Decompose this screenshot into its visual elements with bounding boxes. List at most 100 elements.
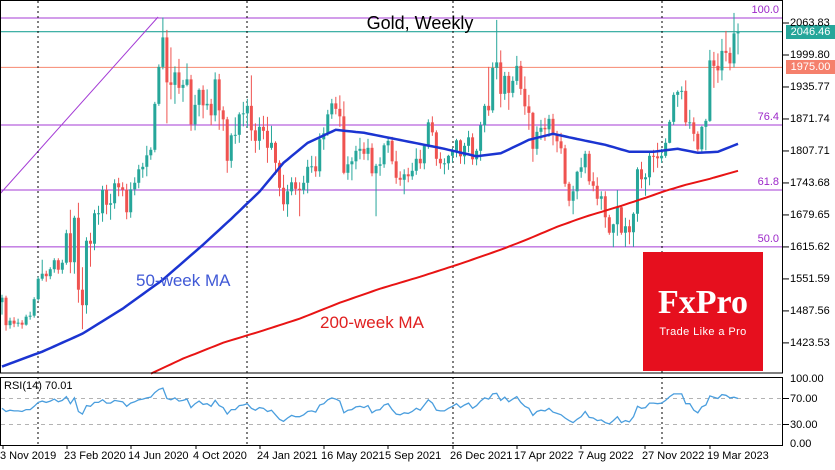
time-tick-label: 5 Sep 2021	[385, 450, 442, 462]
candle-body	[84, 240, 88, 306]
candle-body	[378, 164, 382, 166]
candle-body	[221, 110, 225, 120]
candle-body	[117, 183, 121, 188]
candle-body	[185, 79, 189, 85]
candle-body	[438, 158, 442, 164]
candle-body	[442, 163, 446, 165]
candle-body	[563, 148, 567, 184]
candle-body	[567, 183, 571, 201]
candle-body	[627, 226, 631, 233]
candle-body	[4, 297, 8, 326]
candle-body	[688, 122, 692, 124]
candle-body	[177, 72, 181, 88]
candle-body	[157, 66, 161, 104]
price-tick-label: 1615.62	[790, 240, 830, 253]
candle-body	[20, 322, 24, 325]
ma50-line[interactable]	[1, 128, 739, 368]
candle-body	[535, 131, 539, 149]
candle-body	[390, 140, 394, 162]
price-tick-label: 1551.59	[790, 272, 830, 285]
candle-body	[290, 182, 294, 192]
candle-body	[105, 189, 109, 205]
candle-body	[273, 142, 277, 163]
candle-body	[286, 191, 290, 205]
price-tick-label: 1807.71	[790, 144, 830, 157]
candle-body	[241, 113, 245, 115]
candle-body	[571, 191, 575, 201]
candle-body	[225, 119, 229, 161]
candle-body	[398, 177, 402, 180]
candle-body	[93, 213, 97, 244]
trendline[interactable]	[0, 16, 159, 195]
candle-body	[708, 60, 712, 121]
candle-body	[265, 130, 269, 148]
candle-body	[623, 226, 627, 233]
time-tick-label: 17 Apr 2022	[514, 450, 574, 462]
candle-body	[410, 170, 414, 177]
candle-body	[547, 118, 551, 130]
candle-body	[406, 174, 410, 177]
candle-body	[16, 322, 20, 324]
candle-body	[370, 147, 374, 174]
candle-body	[668, 121, 672, 143]
candle-body	[471, 137, 475, 160]
candle-body	[463, 145, 467, 157]
candle-body	[487, 105, 491, 111]
candle-body	[507, 75, 511, 93]
candle-body	[48, 269, 52, 277]
alert-price-tag: 1975.00	[786, 60, 835, 75]
candle-body	[237, 114, 241, 135]
candle-body	[298, 188, 302, 191]
candle-body	[213, 79, 217, 116]
candle-body	[615, 207, 619, 225]
candle-body	[205, 103, 209, 106]
candle-body	[652, 155, 656, 157]
candle-body	[587, 153, 591, 182]
candle-body	[302, 182, 306, 191]
candle-body	[101, 189, 105, 214]
brand-tagline: Trade Like a Pro	[659, 325, 747, 338]
candle-body	[161, 37, 165, 67]
candle-body	[318, 139, 322, 172]
candle-body	[374, 165, 378, 174]
candle-body	[660, 155, 664, 159]
candle-body	[696, 133, 700, 150]
candle-body	[434, 132, 438, 159]
candle-body	[692, 122, 696, 134]
time-tick-label: 24 Jan 2021	[257, 450, 318, 462]
candle-body	[519, 65, 523, 89]
candle-body	[181, 84, 185, 88]
candle-body	[8, 320, 12, 326]
price-tick-label: 1679.65	[790, 208, 830, 221]
candle-body	[36, 278, 40, 300]
candle-body	[724, 50, 728, 53]
candle-body	[40, 273, 44, 279]
candle-body	[233, 134, 237, 136]
candle-body	[76, 217, 80, 290]
candle-body	[599, 196, 603, 199]
candle-body	[133, 182, 137, 190]
fxpro-logo: FxPro Trade Like a Pro	[643, 252, 763, 371]
candle-body	[32, 299, 36, 316]
candle-body	[595, 185, 599, 199]
candle-body	[109, 203, 113, 205]
candle-body	[680, 90, 684, 92]
rsi-line[interactable]	[1, 387, 739, 425]
rsi-indicator-label: RSI(14) 70.01	[4, 380, 73, 392]
price-tick-label: 1423.53	[790, 336, 830, 349]
candle-body	[153, 103, 157, 150]
time-tick-label: 7 Aug 2022	[578, 450, 634, 462]
ma200-line[interactable]	[150, 169, 739, 375]
candle-body	[454, 140, 458, 151]
candle-body	[24, 316, 28, 325]
brand-name: FxPro	[657, 283, 748, 321]
candle-body	[426, 122, 430, 146]
candle-body	[656, 156, 660, 159]
price-tick-label: 1935.77	[790, 80, 830, 93]
candle-body	[28, 315, 32, 317]
candle-body	[479, 125, 483, 151]
candle-body	[611, 224, 615, 233]
ma50-annotation: 50-week MA	[136, 271, 231, 290]
candle-body	[579, 167, 583, 172]
